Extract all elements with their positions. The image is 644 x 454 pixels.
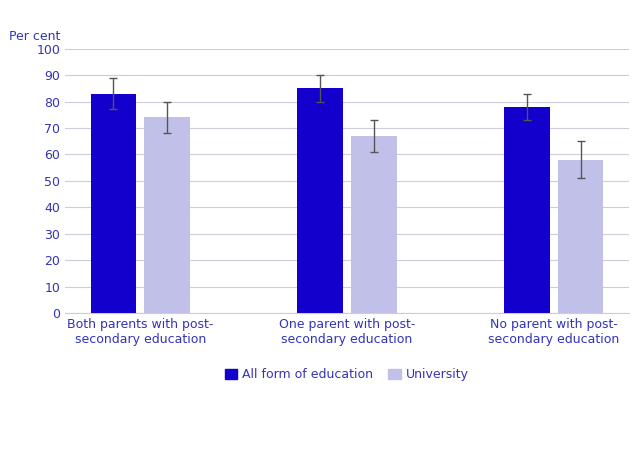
Bar	[144, 118, 190, 313]
Bar	[504, 107, 549, 313]
Bar	[298, 88, 343, 313]
Text: Per cent: Per cent	[8, 30, 60, 43]
Bar	[558, 160, 603, 313]
Bar	[351, 136, 397, 313]
Legend: All form of education, University: All form of education, University	[220, 363, 474, 386]
Bar	[91, 94, 136, 313]
